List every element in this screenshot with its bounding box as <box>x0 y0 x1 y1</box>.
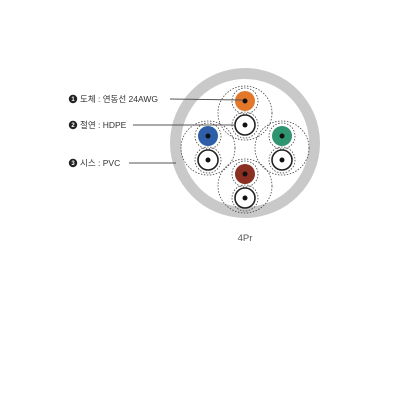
callout-conductor: 1 도체 : 연동선 24AWG <box>68 94 244 104</box>
twisted-pair-blue <box>180 120 236 176</box>
colored-wire-outer-dots <box>231 160 259 188</box>
callout-number-marker <box>68 120 78 130</box>
callout-number: 3 <box>71 161 75 167</box>
colored-wire-conductor <box>279 133 285 139</box>
colored-wire-outer-dots <box>268 122 296 150</box>
twisted-pair-green <box>254 120 310 176</box>
colored-wire-outer-dots <box>194 122 222 150</box>
white-wire-outer-dots <box>268 146 296 174</box>
callout-number: 1 <box>71 97 75 103</box>
white-wire-outer-dots <box>231 184 259 212</box>
white-wire-conductor <box>242 195 248 201</box>
white-wire-conductor <box>242 122 248 128</box>
leader-line <box>169 98 244 101</box>
colored-wire-conductor <box>205 133 211 139</box>
callout-number-marker <box>68 158 78 168</box>
pair-boundary <box>217 158 273 214</box>
white-wire-outer-dots <box>231 111 259 139</box>
colored-wire-outer-dots <box>231 87 259 115</box>
diagram-caption: 4Pr <box>238 233 253 244</box>
white-wire-conductor <box>205 157 211 163</box>
callout-number-marker <box>68 94 78 104</box>
callout-sheath: 3 시스 : PVC <box>68 158 176 168</box>
white-wire-conductor <box>279 157 285 163</box>
callout-number: 2 <box>71 123 75 129</box>
callout-label: 시스 : PVC <box>80 158 120 168</box>
jacket-inner-area <box>181 79 309 207</box>
colored-wire-conductor <box>242 171 248 177</box>
white-wire-outer-dots <box>194 146 222 174</box>
pair-boundary <box>180 120 236 176</box>
colored-wire-conductor <box>242 98 248 104</box>
pair-boundary <box>254 120 310 176</box>
pair-boundary <box>217 85 273 141</box>
twisted-pair-brown <box>217 158 273 214</box>
callout-insulation: 2 절연 : HDPE <box>68 120 236 130</box>
callout-label: 절연 : HDPE <box>80 120 127 130</box>
callout-label: 도체 : 연동선 24AWG <box>80 94 158 104</box>
